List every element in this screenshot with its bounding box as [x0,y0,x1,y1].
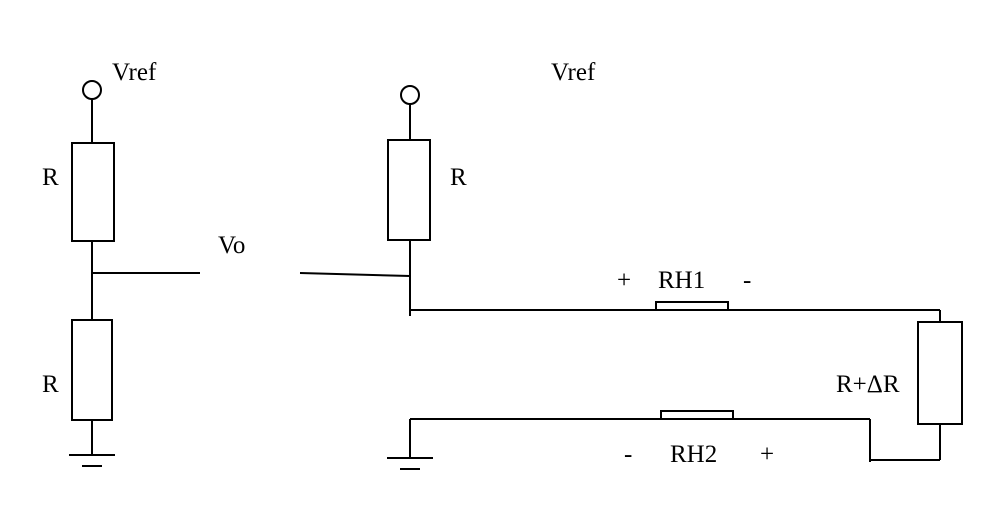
rh2-minus-label: - [624,441,632,468]
rh2-label: RH2 [670,441,717,468]
left-bottom-resistor [71,319,113,421]
right-bridge: Vref R + RH1 - R+ΔR - RH2 + [299,59,963,470]
left-divider: Vref R R Vo [42,59,245,467]
rh1-plus-label: + [617,267,631,294]
right-top-resistor-label: R [450,164,467,191]
left-vref-label: Vref [112,59,157,86]
rh1-label: RH1 [658,267,705,294]
sensor-label: R+ΔR [836,371,900,398]
right-output-wire [299,272,411,277]
left-vref-terminal [82,80,102,100]
left-bottom-resistor-label: R [42,371,59,398]
sensor-resistor [917,321,963,425]
rh1-minus-label: - [743,267,751,294]
vo-label: Vo [218,232,245,259]
right-vref-label: Vref [551,59,596,86]
rh2-plus-label: + [760,441,774,468]
right-vref-terminal [400,85,420,105]
rh2-resistor [660,410,734,420]
right-top-resistor [387,139,431,241]
left-top-resistor [71,142,115,242]
rh1-resistor [655,301,729,311]
left-top-resistor-label: R [42,164,59,191]
